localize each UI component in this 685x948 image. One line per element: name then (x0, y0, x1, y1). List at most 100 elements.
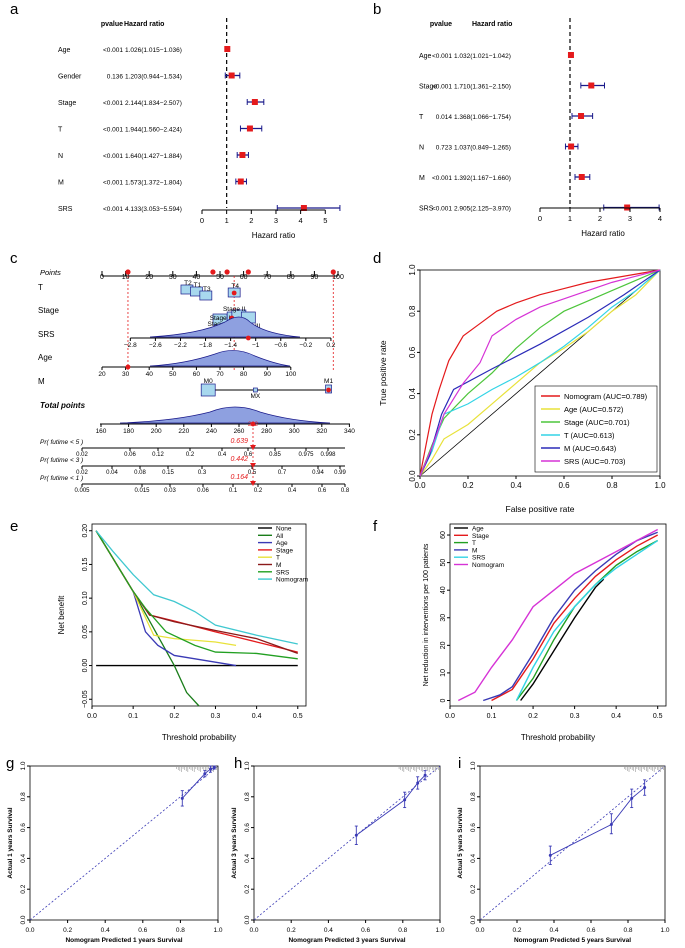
x-tick-label: 0.0 (87, 713, 97, 720)
legend-box (534, 385, 658, 473)
x-axis-title: Threshold probability (162, 733, 236, 742)
y-tick-label: 0.0 (244, 915, 251, 924)
y-tick-label: 0.8 (470, 792, 477, 801)
x-tick-label: 0.8 (398, 927, 407, 934)
points-tick-label: 100 (332, 274, 344, 281)
hr-point (568, 143, 575, 150)
roc-curve (419, 269, 661, 477)
futime-tick-label: 0.03 (164, 488, 176, 494)
x-tick-label: 0.5 (293, 713, 303, 720)
nri-curve (520, 578, 605, 701)
points-tick-label: 20 (145, 274, 153, 281)
nri-curve (483, 531, 658, 702)
legend-label: Stage (472, 533, 489, 540)
futime-tick-label: 0.015 (134, 488, 150, 494)
nomogram-row-label: T (38, 283, 43, 292)
plot-frame (419, 269, 661, 477)
futime-tick-label: 0.06 (124, 452, 136, 458)
x-tick-label: 0.3 (211, 713, 221, 720)
panel-letter-h: h (234, 755, 242, 772)
total-density (119, 406, 331, 424)
age-tick-label: 100 (285, 371, 296, 378)
total-tick-label: 280 (261, 428, 272, 435)
hr-point (224, 46, 231, 52)
ideal-line (253, 765, 441, 921)
dca-curve (95, 530, 298, 655)
x-tick-label: 0.4 (252, 713, 262, 720)
legend-label: M (AUC=0.643) (564, 444, 617, 453)
y-tick-label: 0.0 (470, 915, 477, 924)
dca-curve (95, 530, 237, 646)
total-tick-label: 340 (344, 428, 355, 435)
total-tick-label: 180 (123, 428, 134, 435)
age-tick-label: 50 (169, 371, 177, 378)
y-tick-label: 0.6 (20, 823, 27, 832)
plot-frame (253, 765, 441, 921)
y-tick-label: 0.8 (20, 792, 27, 801)
x-tick-label: 0.3 (570, 713, 580, 720)
points-marker (210, 269, 216, 275)
y-tick-label: 0.4 (408, 387, 417, 399)
total-tick-label: 160 (96, 428, 107, 435)
legend-label: Age (AUC=0.572) (564, 405, 624, 414)
roc-chart: 0.0 0.2 0.4 0.6 0.8 1.0 0.0 0.2 0.4 0.6 0.8 1.0 Fals… (378, 264, 666, 514)
srs-tick-label: 0.2 (326, 342, 335, 349)
srs-tick-label: −1 (252, 342, 260, 349)
panel-letter-a: a (10, 1, 19, 18)
row-hr-text: 1.032(1.021−1.042) (454, 53, 511, 60)
legend-label: Nomogram (276, 577, 308, 584)
panel-letter-d: d (373, 250, 381, 267)
total-tick-label: 220 (178, 428, 189, 435)
dca-curve (95, 530, 298, 660)
points-tick-label: 70 (263, 274, 271, 281)
row-pvalue: <0.001 (432, 206, 452, 213)
row-label: SRS (419, 206, 434, 213)
x-tick-label: 0.2 (287, 927, 296, 934)
row-hr-text: 1.203(0.944−1.534) (125, 74, 182, 81)
dca-curve (95, 530, 298, 653)
y-tick-label: 0.2 (408, 429, 417, 441)
row-label: M (419, 175, 425, 182)
y-tick-label: 20 (440, 641, 447, 649)
x-tick-label: 0.0 (445, 713, 455, 720)
futime-tick-label: 0.4 (218, 452, 227, 458)
y-tick-label: 40 (440, 586, 447, 594)
calibration-3yr-chart: 0.0 0.2 0.4 0.6 0.8 1.0 0.0 0.2 0.4 0.6 0.8 1.0 Nomo… (231, 761, 445, 944)
age-tick-label: 80 (240, 371, 248, 378)
total-tick-label: 300 (289, 428, 300, 435)
y-tick-label: 0.8 (244, 792, 251, 801)
roc-curve (419, 269, 661, 477)
x-tick-label: 2 (249, 216, 253, 225)
row-hr-text: 1.392(1.167−1.660) (454, 175, 511, 182)
ideal-line (479, 765, 666, 921)
x-axis-title: Nomogram Predicted 5 years Survival (514, 937, 631, 944)
total-tick-label: 260 (234, 428, 245, 435)
row-label: Stage (58, 100, 76, 107)
legend-label: Stage (AUC=0.701) (564, 418, 630, 427)
legend-label: Age (472, 526, 484, 533)
x-tick-label: 4 (658, 214, 662, 223)
futime-tick-label: 0.8 (341, 488, 350, 494)
x-axis-title: Nomogram Predicted 3 years Survival (288, 937, 405, 944)
x-tick-label: 0.0 (475, 927, 484, 934)
points-marker (125, 269, 131, 275)
row-hr-text: 1.944(1.560−2.424) (125, 127, 182, 134)
nomogram-row-label: M (38, 377, 45, 386)
futime-tick-label: 0.12 (152, 452, 164, 458)
points-tick-label: 60 (240, 274, 248, 281)
row-pvalue: <0.001 (103, 153, 123, 160)
row-label: Gender (58, 74, 82, 81)
y-axis-title: Actual 3 years Survival (231, 807, 238, 878)
m-label: M0 (204, 378, 213, 385)
futime-label: Pr( futime < 1 ) (40, 475, 83, 482)
total-tick-label: 320 (316, 428, 327, 435)
y-axis-title: True positive rate (378, 340, 388, 406)
legend-label: T (276, 555, 280, 562)
roc-curve (419, 269, 661, 477)
calibration-point (548, 853, 552, 857)
x-tick-label: 1.0 (654, 481, 666, 490)
y-tick-label: 0.4 (20, 854, 27, 863)
legend-label: M (276, 562, 281, 569)
x-tick-label: 0.0 (414, 481, 426, 490)
